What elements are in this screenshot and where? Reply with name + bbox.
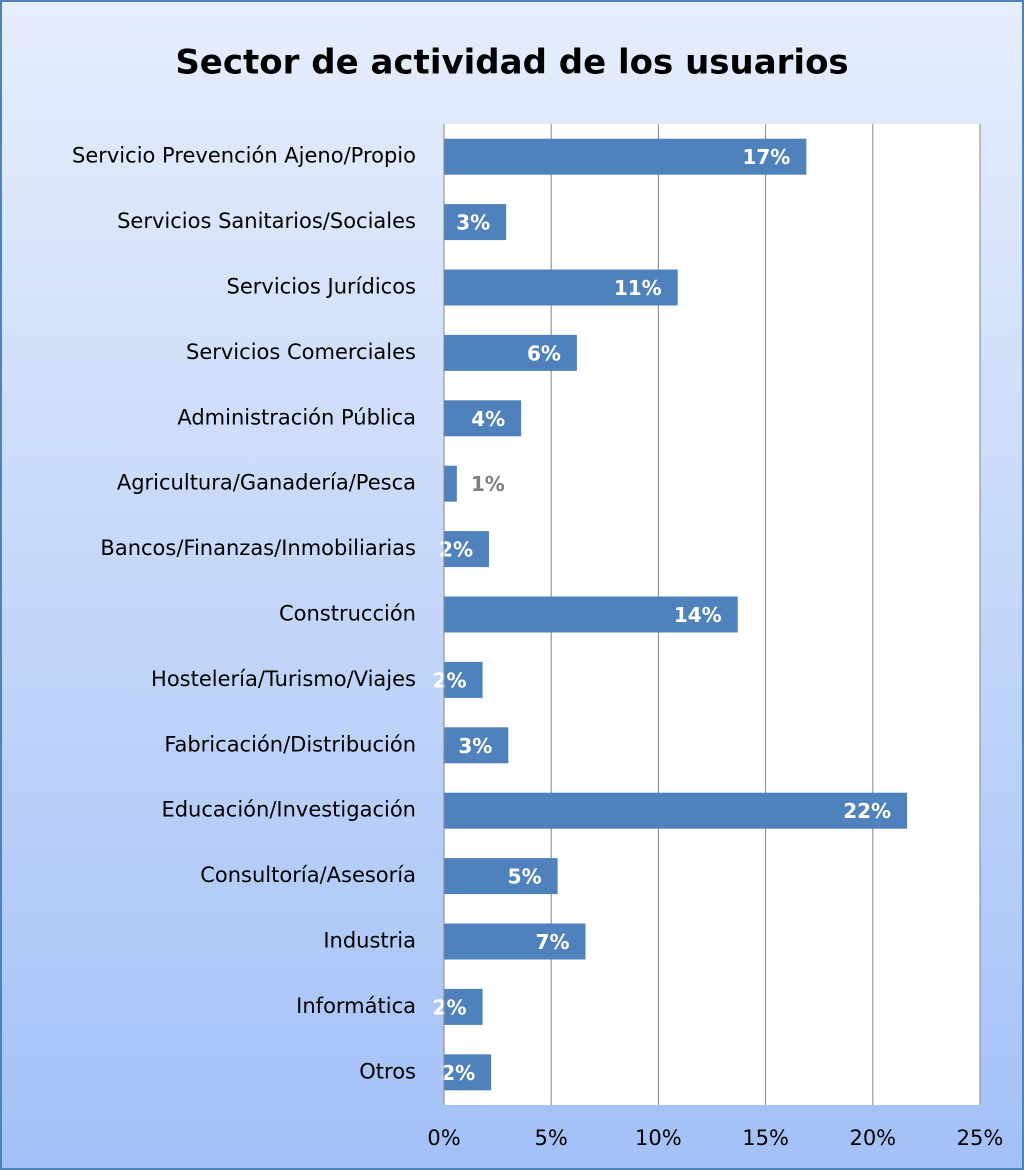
bar [444,661,483,698]
data-label: 2% [441,1061,475,1085]
y-tick-label: Otros [359,1059,416,1083]
y-tick-label: Informática [296,994,416,1018]
y-tick-label: Servicio Prevención Ajeno/Propio [72,144,416,168]
y-tick-label: Servicios Sanitarios/Sociales [117,209,416,233]
bar [444,858,558,895]
y-tick-label: Construcción [279,602,416,626]
y-tick-label: Educación/Investigación [161,798,416,822]
x-tick-label: 10% [635,1126,682,1150]
bar [444,531,490,568]
data-label: 2% [439,538,473,562]
bar [444,792,908,829]
bar [444,1054,492,1091]
y-tick-label: Industria [323,929,416,953]
bar [444,269,678,306]
y-tick-label: Consultoría/Asesoría [200,863,416,887]
y-tick-label: Administración Pública [177,405,416,429]
data-label: 3% [456,211,490,235]
data-label: 4% [471,407,505,431]
y-tick-label: Agricultura/Ganadería/Pesca [117,471,416,495]
data-label: 14% [674,603,722,627]
data-label: 3% [458,734,492,758]
data-label: 7% [536,930,570,954]
data-label: 1% [471,472,505,496]
y-tick-label: Fabricación/Distribución [164,732,416,756]
bar [444,465,457,502]
data-label: 5% [508,865,542,889]
bar [444,923,586,960]
bar [444,596,738,633]
bar [444,988,483,1025]
x-tick-label: 0% [427,1126,460,1150]
data-label: 17% [742,145,790,169]
y-tick-label: Hostelería/Turismo/Viajes [151,667,416,691]
data-label: 11% [614,276,662,300]
bar [444,727,509,764]
bar [444,334,577,371]
x-tick-label: 5% [535,1126,568,1150]
data-label: 2% [433,995,467,1019]
bar [444,204,507,241]
y-tick-label: Servicios Comerciales [186,340,416,364]
x-tick-label: 15% [742,1126,789,1150]
y-tick-label: Bancos/Finanzas/Inmobiliarias [100,536,416,560]
x-tick-label: 20% [849,1126,896,1150]
data-label: 2% [433,668,467,692]
bar [444,138,807,175]
chart-title: Sector de actividad de los usuarios [175,43,848,83]
x-tick-label: 25% [957,1126,1004,1150]
data-label: 22% [843,799,891,823]
y-tick-label: Servicios Jurídicos [227,275,416,299]
bar [444,400,522,437]
data-label: 6% [527,341,561,365]
